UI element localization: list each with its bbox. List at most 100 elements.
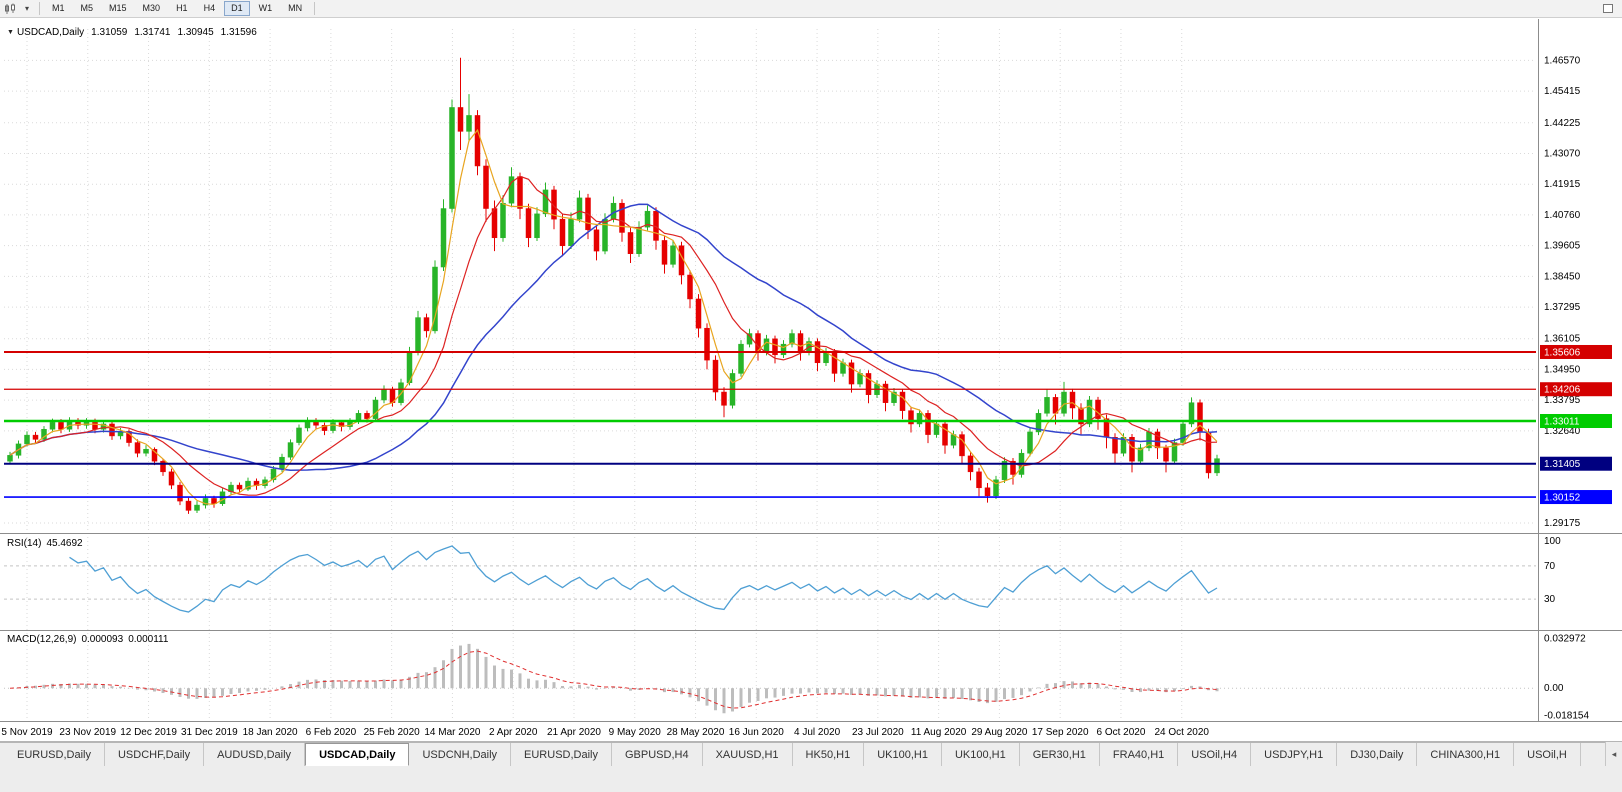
chart-tab-usdjpy-h1[interactable]: USDJPY,H1	[1251, 743, 1338, 766]
tab-scroll-left-icon[interactable]: ◂	[1605, 742, 1622, 766]
svg-text:5 Nov 2019: 5 Nov 2019	[1, 727, 53, 738]
indicator-layer: 100 70 30 0.032972 0.00 -0.018154	[4, 536, 1589, 722]
ma-fast-line	[9, 128, 1218, 506]
chart-canvas[interactable]: 5 Nov 2019 23 Nov 2019 12 Dec 2019 31 Dec 2…	[0, 19, 1622, 741]
level-badge-1.34206	[1540, 382, 1612, 397]
svg-text:1.44225: 1.44225	[1544, 118, 1581, 129]
chart-tab-uk100-h1[interactable]: UK100,H1	[942, 743, 1020, 766]
svg-text:1.37295: 1.37295	[1544, 302, 1581, 313]
macd-signal-line	[9, 650, 1218, 709]
chart-tab-eurusd-daily[interactable]: EURUSD,Daily	[4, 743, 105, 766]
svg-text:1.33011: 1.33011	[1544, 417, 1580, 428]
chart-tab-uk100-h1[interactable]: UK100,H1	[864, 743, 942, 766]
svg-text:12 Dec 2019: 12 Dec 2019	[120, 727, 177, 738]
macd-value: 0.000093	[81, 634, 124, 645]
svg-text:4 Jul 2020: 4 Jul 2020	[794, 727, 841, 738]
svg-text:1.31405: 1.31405	[1544, 459, 1581, 470]
chart-symbol-label: USDCAD,Daily	[16, 27, 85, 38]
svg-text:14 Mar 2020: 14 Mar 2020	[424, 727, 481, 738]
chart-tab-usoil-h[interactable]: USOil,H	[1514, 743, 1581, 766]
chart-tab-gbpusd-h4[interactable]: GBPUSD,H4	[612, 743, 703, 766]
chart-tab-xauusd-h1[interactable]: XAUUSD,H1	[703, 743, 793, 766]
svg-text:1.35606: 1.35606	[1544, 347, 1581, 358]
chart-tabs: EURUSD,Daily USDCHF,Daily AUDUSD,Daily USDC…	[4, 743, 1581, 766]
svg-text:1.39605: 1.39605	[1544, 241, 1581, 252]
candlestick-chart-icon	[5, 3, 15, 14]
timeframe-d1[interactable]: D1	[224, 1, 250, 16]
svg-text:25 Feb 2020: 25 Feb 2020	[364, 727, 421, 738]
status-area	[0, 766, 1622, 792]
svg-text:23 Jul 2020: 23 Jul 2020	[852, 727, 904, 738]
macd-signal-value: 0.000111	[128, 634, 169, 645]
chart-tab-eurusd-daily[interactable]: EURUSD,Daily	[511, 743, 612, 766]
price-chart-layer	[4, 57, 1536, 514]
chart-window-icon[interactable]	[3, 1, 19, 17]
rsi-name: RSI(14)	[7, 538, 42, 549]
level-badge-1.33011	[1540, 414, 1612, 429]
svg-text:1.38450: 1.38450	[1544, 271, 1581, 282]
chart-tab-usdcad-daily[interactable]: USDCAD,Daily	[305, 743, 410, 766]
svg-text:31 Dec 2019: 31 Dec 2019	[181, 727, 238, 738]
axis-layer: 1.46570 1.45415 1.44225 1.43070 1.41915 1.407…	[0, 19, 1622, 722]
svg-text:28 May 2020: 28 May 2020	[667, 727, 725, 738]
svg-text:30: 30	[1544, 594, 1556, 605]
chart-window: 5 Nov 2019 23 Nov 2019 12 Dec 2019 31 Dec 2…	[0, 19, 1622, 742]
chart-dropdown-icon[interactable]: ▼	[7, 29, 14, 36]
chart-tab-dj30-daily[interactable]: DJ30,Daily	[1337, 743, 1418, 766]
chart-tab-usdcnh-daily[interactable]: USDCNH,Daily	[409, 743, 512, 766]
macd-name: MACD(12,26,9)	[7, 634, 77, 645]
chart-tab-fra40-h1[interactable]: FRA40,H1	[1100, 743, 1179, 766]
chart-tab-usdchf-daily[interactable]: USDCHF,Daily	[105, 743, 205, 766]
svg-text:1.40760: 1.40760	[1544, 210, 1581, 221]
quote-high: 1.31741	[134, 27, 171, 38]
timeframe-m1[interactable]: M1	[45, 1, 72, 16]
chart-tab-hk50-h1[interactable]: HK50,H1	[793, 743, 865, 766]
chart-tab-china300-h1[interactable]: CHINA300,H1	[1417, 743, 1515, 766]
svg-text:1.30152: 1.30152	[1544, 493, 1581, 504]
svg-text:9 May 2020: 9 May 2020	[609, 727, 662, 738]
svg-text:1.34950: 1.34950	[1544, 364, 1581, 375]
svg-text:21 Apr 2020: 21 Apr 2020	[547, 727, 601, 738]
svg-text:29 Aug 2020: 29 Aug 2020	[971, 727, 1028, 738]
svg-text:11 Aug 2020: 11 Aug 2020	[911, 727, 967, 738]
top-toolbar: ▾ M1 M5 M15 M30 H1 H4 D1 W1 MN	[0, 0, 1622, 18]
quote-low: 1.30945	[177, 27, 214, 38]
toolbar-separator	[39, 2, 40, 15]
chart-type-dropdown-caret-icon[interactable]: ▾	[24, 4, 29, 13]
chart-tab-usoil-h4[interactable]: USOil,H4	[1178, 743, 1252, 766]
timeframe-h1[interactable]: H1	[169, 1, 195, 16]
window-restore-icon[interactable]	[1600, 1, 1616, 17]
level-badge-1.35606	[1540, 344, 1612, 359]
chart-title: ▼ USDCAD,Daily 1.31059 1.31741 1.30945 1.3159…	[7, 27, 257, 38]
svg-text:18 Jan 2020: 18 Jan 2020	[243, 727, 298, 738]
timeframe-mn[interactable]: MN	[281, 1, 309, 16]
chart-tab-ger30-h1[interactable]: GER30,H1	[1020, 743, 1100, 766]
svg-text:1.43070: 1.43070	[1544, 148, 1581, 159]
svg-text:100: 100	[1544, 536, 1561, 547]
timeframe-m5[interactable]: M5	[74, 1, 101, 16]
svg-text:1.29175: 1.29175	[1544, 518, 1581, 529]
chart-tabbar: EURUSD,Daily USDCHF,Daily AUDUSD,Daily USDC…	[0, 742, 1622, 766]
rsi-value: 45.4692	[46, 538, 83, 549]
timeframe-m30[interactable]: M30	[136, 1, 168, 16]
svg-text:1.34206: 1.34206	[1544, 385, 1581, 396]
svg-text:2 Apr 2020: 2 Apr 2020	[489, 727, 538, 738]
toolbar-separator	[314, 2, 316, 15]
svg-text:0.00: 0.00	[1544, 683, 1564, 694]
svg-text:16 Jun 2020: 16 Jun 2020	[729, 727, 784, 738]
svg-text:17 Sep 2020: 17 Sep 2020	[1032, 727, 1089, 738]
timeframe-h4[interactable]: H4	[197, 1, 223, 16]
svg-text:1.46570: 1.46570	[1544, 55, 1581, 66]
svg-text:24 Oct 2020: 24 Oct 2020	[1154, 727, 1209, 738]
level-badge-1.30152	[1540, 490, 1612, 505]
svg-text:1.36105: 1.36105	[1544, 334, 1581, 345]
svg-text:1.32640: 1.32640	[1544, 426, 1581, 437]
level-badge-1.31405	[1540, 456, 1612, 471]
svg-text:6 Oct 2020: 6 Oct 2020	[1096, 727, 1145, 738]
svg-text:70: 70	[1544, 561, 1556, 572]
svg-text:0.032972: 0.032972	[1544, 633, 1586, 644]
svg-text:23 Nov 2019: 23 Nov 2019	[59, 727, 116, 738]
timeframe-w1[interactable]: W1	[252, 1, 280, 16]
chart-tab-audusd-daily[interactable]: AUDUSD,Daily	[204, 743, 306, 766]
timeframe-m15[interactable]: M15	[102, 1, 134, 16]
